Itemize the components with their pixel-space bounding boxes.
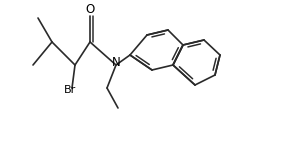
Text: N: N: [112, 56, 120, 69]
Text: Br: Br: [64, 85, 76, 95]
Text: O: O: [85, 2, 95, 15]
